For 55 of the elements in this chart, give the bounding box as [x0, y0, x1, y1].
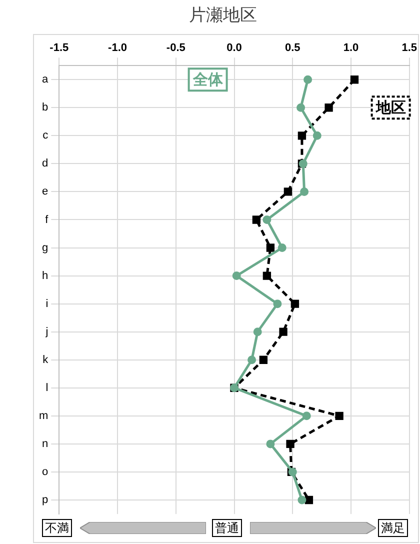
- x-tick-label: 0.5: [284, 42, 300, 54]
- y-tick-label: o: [42, 466, 48, 478]
- point: [335, 412, 344, 420]
- point: [252, 216, 261, 224]
- y-tick-label: g: [42, 242, 48, 254]
- point: [262, 272, 272, 280]
- y-tick-label: h: [42, 270, 48, 282]
- text: 不満: [42, 519, 72, 537]
- x-tick-label: 1.0: [343, 42, 359, 54]
- y-tick-label: p: [42, 494, 48, 506]
- point: [304, 496, 314, 504]
- point: [266, 244, 275, 252]
- point: [312, 131, 322, 140]
- y-tick-label: l: [46, 382, 48, 394]
- y-tick-label: n: [42, 438, 48, 450]
- text: 普通: [212, 519, 242, 537]
- y-tick-label: k: [42, 354, 49, 366]
- point: [262, 215, 272, 224]
- point: [232, 272, 241, 280]
- series-label: 地区: [374, 98, 406, 117]
- point: [350, 76, 359, 84]
- y-tick-label: a: [42, 74, 50, 86]
- point: [298, 132, 306, 140]
- point: [324, 104, 333, 112]
- x-tick-label: -1.0: [108, 42, 128, 54]
- point: [300, 187, 309, 196]
- point: [296, 103, 306, 112]
- y-tick-label: e: [42, 186, 48, 198]
- text: 全体: [192, 70, 224, 89]
- point: [304, 75, 312, 84]
- x-tick-label: -0.5: [166, 42, 186, 54]
- y-tick-label: i: [46, 298, 48, 310]
- point: [266, 440, 275, 448]
- point: [278, 244, 286, 252]
- x-tick-label: 0.0: [226, 42, 242, 54]
- point: [290, 300, 300, 308]
- point: [279, 328, 288, 336]
- y-tick-label: c: [42, 130, 49, 142]
- point: [248, 356, 256, 364]
- point: [284, 188, 292, 196]
- point: [286, 440, 294, 448]
- chart-title: 片瀬地区: [189, 6, 257, 26]
- text: 満足: [378, 519, 408, 537]
- y-tick-label: d: [42, 158, 48, 170]
- y-tick-label: m: [38, 410, 48, 422]
- point: [259, 356, 268, 364]
- y-tick-label: j: [44, 326, 48, 338]
- point: [253, 328, 262, 336]
- x-tick-label: 1.5: [402, 42, 418, 54]
- point: [298, 496, 306, 504]
- point: [273, 300, 282, 308]
- point: [302, 412, 311, 420]
- y-tick-label: f: [45, 214, 50, 226]
- y-tick-label: b: [42, 102, 48, 114]
- x-tick-label: -1.5: [50, 42, 69, 54]
